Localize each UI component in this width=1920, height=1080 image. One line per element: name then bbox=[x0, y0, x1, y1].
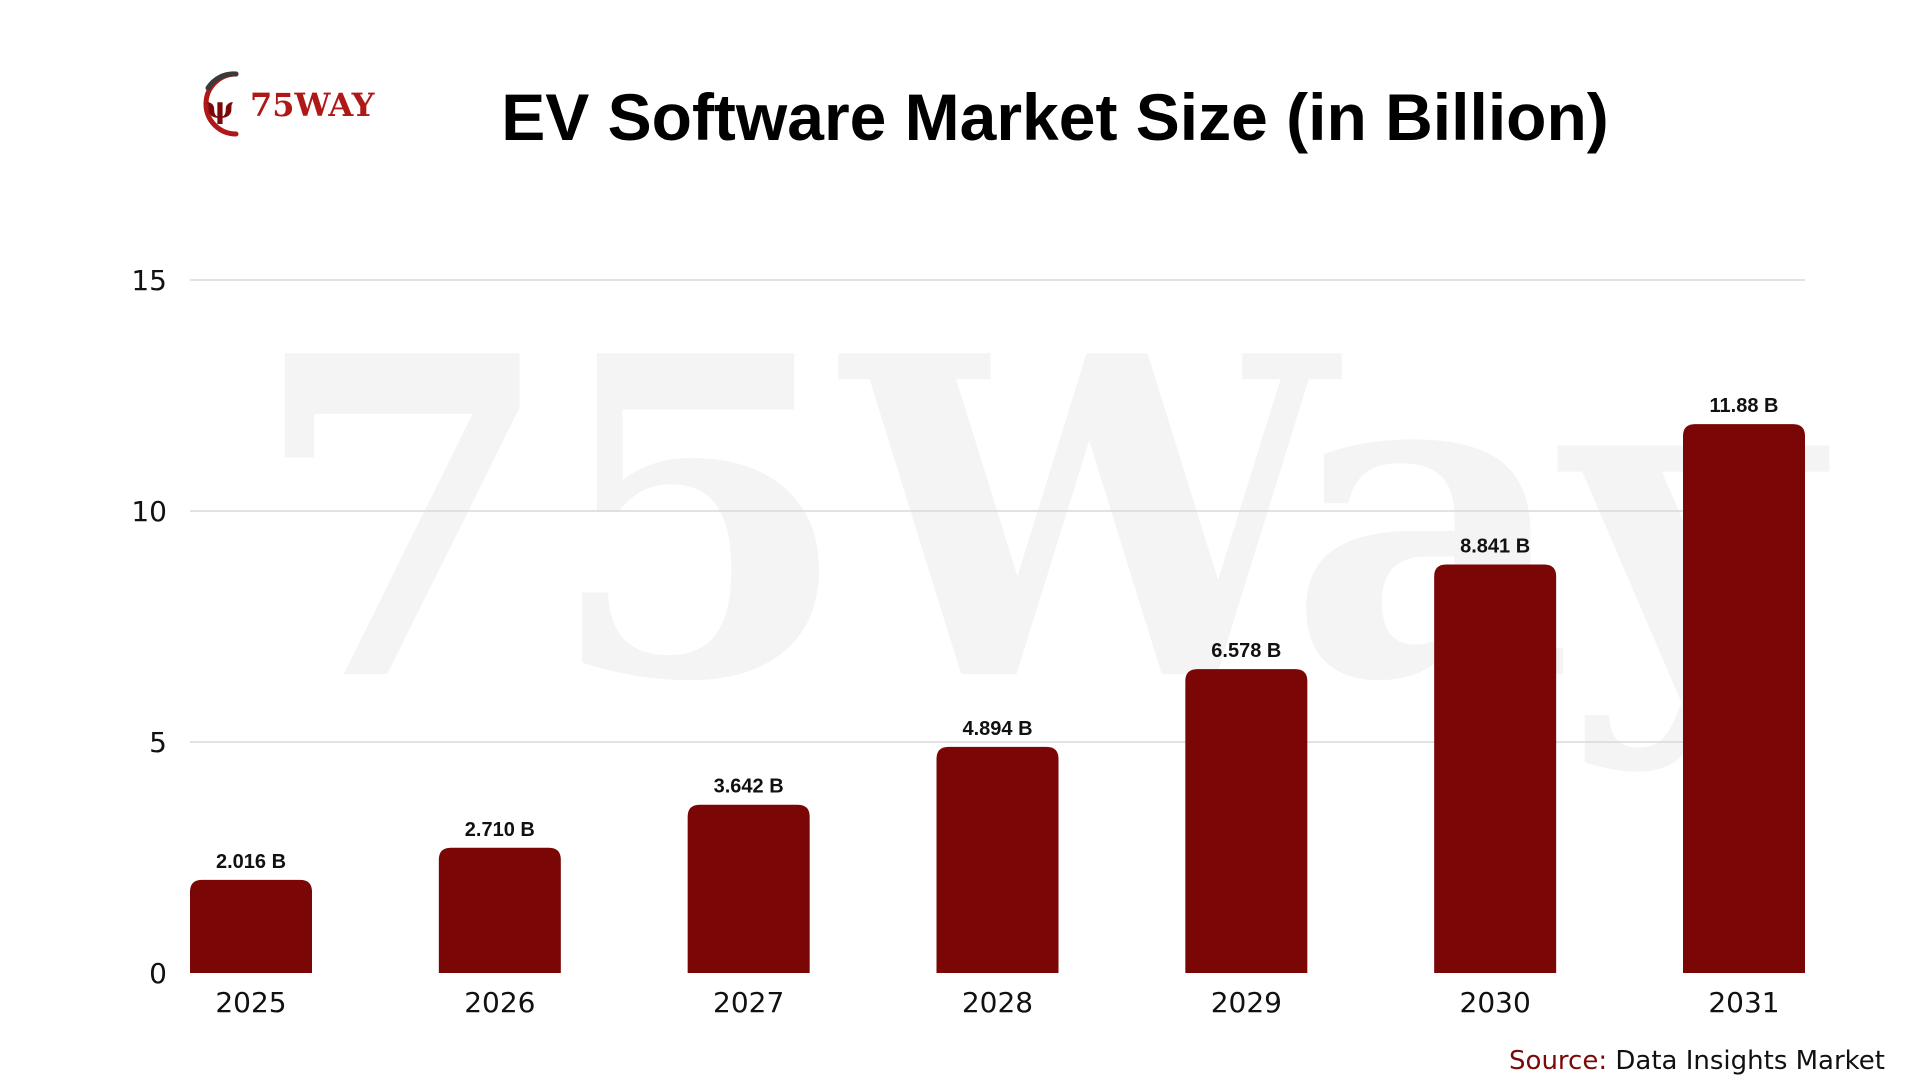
grid-lines bbox=[190, 279, 1805, 743]
data-label-2026: 2.710 B bbox=[465, 819, 535, 841]
y-tick-label: 15 bbox=[131, 264, 167, 297]
bars bbox=[190, 424, 1805, 973]
watermark: 75Way bbox=[250, 261, 1819, 778]
data-label-2028: 4.894 B bbox=[962, 718, 1032, 740]
y-axis-ticks: 0 5 10 15 bbox=[131, 264, 167, 990]
data-label-2031: 11.88 B bbox=[1710, 395, 1779, 417]
bar-2030 bbox=[1434, 564, 1557, 973]
x-tick-label-2029: 2029 bbox=[1211, 986, 1282, 1019]
data-label-2027: 3.642 B bbox=[714, 776, 784, 798]
x-tick-label-2031: 2031 bbox=[1708, 986, 1779, 1019]
data-label-2029: 6.578 B bbox=[1211, 640, 1281, 662]
y-tick-label: 5 bbox=[149, 726, 167, 759]
data-labels: 2.016 B 2.710 B 3.642 B 4.894 B 6.578 B 8.841… bbox=[216, 395, 1779, 873]
y-tick-label: 10 bbox=[131, 495, 167, 528]
bar-2029 bbox=[1185, 669, 1308, 973]
y-tick-label: 0 bbox=[149, 957, 167, 990]
x-tick-label-2028: 2028 bbox=[962, 986, 1033, 1019]
bar-2027 bbox=[687, 804, 810, 973]
logo-text: 75WAY bbox=[250, 86, 376, 124]
logo-mark-icon: ψ bbox=[206, 91, 234, 126]
x-tick-label-2026: 2026 bbox=[464, 986, 535, 1019]
bar-2026 bbox=[438, 847, 561, 973]
data-label-2025: 2.016 B bbox=[216, 851, 286, 873]
bar-2028 bbox=[936, 746, 1059, 973]
x-tick-label-2027: 2027 bbox=[713, 986, 784, 1019]
source-name: Data Insights Market bbox=[1615, 1046, 1885, 1076]
chart-title: EV Software Market Size (in Billion) bbox=[501, 80, 1609, 154]
bar-2025 bbox=[190, 879, 312, 973]
source-prefix: Source: bbox=[1509, 1046, 1608, 1076]
brand-logo: ψ 75WAY bbox=[203, 71, 376, 137]
bar-2031 bbox=[1683, 424, 1805, 973]
x-axis-ticks: 2025 2026 2027 2028 2029 2030 2031 bbox=[215, 986, 1779, 1019]
x-tick-label-2030: 2030 bbox=[1460, 986, 1531, 1019]
source-note: Source: Data Insights Market bbox=[1509, 1046, 1885, 1076]
x-tick-label-2025: 2025 bbox=[215, 986, 286, 1019]
data-label-2030: 8.841 B bbox=[1460, 536, 1530, 558]
